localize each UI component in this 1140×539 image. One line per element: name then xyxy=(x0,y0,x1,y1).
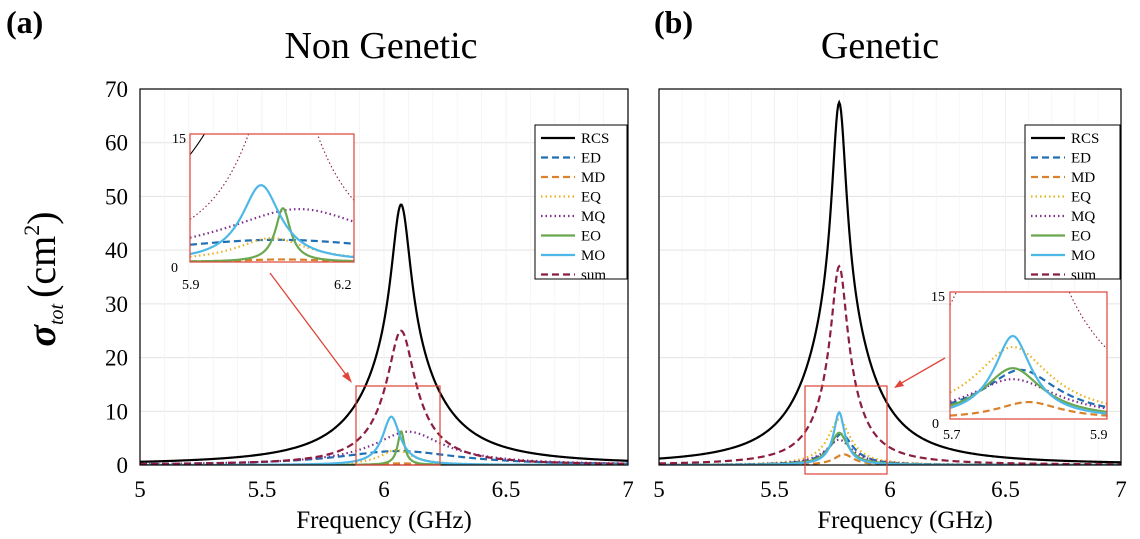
panel-b-xtick-label-0: 5 xyxy=(653,477,665,502)
panel-a-xtick-label-4: 7 xyxy=(622,477,634,502)
panel-b-xtick-label-1: 5.5 xyxy=(760,477,789,502)
svg-text:σtot(cm2): σtot (cm2) xyxy=(19,211,68,346)
panel-b-inset-series-mo xyxy=(950,334,1107,415)
panel-a-series-sum xyxy=(140,329,628,465)
y-label-unit: (cm xyxy=(19,236,64,298)
panel-a-inset-series-eq xyxy=(190,237,354,258)
inset-b-xtick-right: 5.9 xyxy=(1090,428,1108,443)
panel-a-zoom-box xyxy=(355,385,441,466)
inset-b-xtick-left: 5.7 xyxy=(943,428,961,443)
panel-a-legend-label-eq: EQ xyxy=(581,190,601,206)
panel-a: (a) Non Genetic 5 5.5 6 6.5 7 01020304050607… xyxy=(6,4,634,534)
inset-a-ytick-bottom: 0 xyxy=(171,261,178,276)
panel-a-xtick-label-2: 6 xyxy=(378,477,390,502)
inset-a-xtick-right: 6.2 xyxy=(334,278,352,293)
panel-a-ytick-label-6: 60 xyxy=(105,131,128,156)
panel-a-legend-label-sum: sum xyxy=(581,268,606,284)
panel-a-xtick-label-0: 5 xyxy=(134,477,146,502)
panel-b-label: (b) xyxy=(654,4,693,40)
panel-b-inset-series-eq xyxy=(950,345,1107,405)
panel-a-legend-label-mo: MO xyxy=(581,248,605,264)
y-label-symbol: σ xyxy=(19,324,64,347)
panel-b-legend-label-eo: EO xyxy=(1071,229,1091,245)
panel-a-ytick-label-0: 0 xyxy=(117,453,129,478)
panel-b-legend-label-md: MD xyxy=(1071,170,1095,186)
inset-b-ytick-top: 15 xyxy=(931,290,945,305)
panel-a-ytick-label-2: 20 xyxy=(105,346,128,371)
y-label-subscript: tot xyxy=(46,303,68,325)
panel-b-legend-label-mq: MQ xyxy=(1071,209,1095,225)
panel-a-legend: RCS ED MD EQ MQ EO MO sum xyxy=(534,124,628,284)
panel-b: (b) Genetic 5 5.5 6 6.5 7 Frequency (GHz) 15… xyxy=(653,4,1127,534)
panel-b-legend-label-sum: sum xyxy=(1071,268,1096,284)
panel-a-x-ticks: 5 5.5 6 6.5 7 xyxy=(134,477,634,502)
panel-a-ytick-label-1: 10 xyxy=(105,399,128,424)
panel-a-x-label: Frequency (GHz) xyxy=(296,507,472,534)
panel-b-xtick-label-2: 6 xyxy=(884,477,896,502)
panel-b-inset-series-md xyxy=(950,400,1107,417)
panel-a-inset-series-mo xyxy=(190,184,354,259)
panel-a-inset: 15 0 5.9 6.2 xyxy=(171,132,355,293)
panel-a-ytick-label-3: 30 xyxy=(105,292,128,317)
panel-b-series-rcs xyxy=(659,99,1121,464)
panel-b-legend: RCS ED MD EQ MQ EO MO sum xyxy=(1024,124,1121,284)
panel-a-ytick-label-7: 70 xyxy=(105,77,128,102)
y-axis-label: σtot (cm2) xyxy=(19,211,68,346)
y-label-unit-sup: 2 xyxy=(19,225,44,236)
panel-a-xtick-label-1: 5.5 xyxy=(248,477,277,502)
panel-b-title: Genetic xyxy=(821,25,939,67)
panel-b-xtick-label-3: 6.5 xyxy=(991,477,1020,502)
panel-b-xtick-label-4: 7 xyxy=(1115,477,1127,502)
panel-b-zoom-box xyxy=(804,385,888,475)
panel-a-legend-label-ed: ED xyxy=(581,151,601,167)
panel-a-ytick-label-4: 40 xyxy=(105,238,128,263)
panel-a-xtick-label-3: 6.5 xyxy=(492,477,521,502)
panel-a-legend-label-rcs: RCS xyxy=(581,131,609,147)
panel-b-series-sum xyxy=(659,264,1121,465)
panel-b-legend-label-mo: MO xyxy=(1071,248,1095,264)
panel-b-x-ticks: 5 5.5 6 6.5 7 xyxy=(653,477,1127,502)
panel-a-title: Non Genetic xyxy=(284,25,477,67)
panel-a-inset-series-mq xyxy=(190,207,354,239)
panel-b-zoom-arrow xyxy=(894,357,946,388)
panel-b-inset-series-mq xyxy=(950,378,1107,410)
panel-a-legend-label-md: MD xyxy=(581,170,605,186)
panel-b-frame xyxy=(658,88,1122,466)
inset-a-ytick-top: 15 xyxy=(172,132,186,147)
panel-a-legend-label-eo: EO xyxy=(581,229,601,245)
panel-a-zoom-arrow xyxy=(269,272,352,383)
panel-a-ytick-label-5: 50 xyxy=(105,184,128,209)
panel-b-legend-label-eq: EQ xyxy=(1071,190,1091,206)
panel-b-inset-series-sum xyxy=(950,292,1107,350)
panel-b-inset: 15 0 5.7 5.9 xyxy=(931,290,1108,443)
inset-b-ytick-bottom: 0 xyxy=(932,417,939,432)
panel-b-legend-label-rcs: RCS xyxy=(1071,131,1099,147)
inset-a-xtick-left: 5.9 xyxy=(182,278,200,293)
panel-a-inset-series-eo xyxy=(190,207,354,262)
panel-a-y-ticks: 0 10 20 30 40 50 60 70 xyxy=(105,77,128,478)
panel-b-x-label: Frequency (GHz) xyxy=(817,507,993,534)
panel-b-legend-label-ed: ED xyxy=(1071,151,1091,167)
panel-a-series-rcs xyxy=(140,203,628,463)
panel-a-legend-label-mq: MQ xyxy=(581,209,605,225)
panel-a-label: (a) xyxy=(6,4,43,40)
y-label-unit-close: ) xyxy=(19,211,64,224)
